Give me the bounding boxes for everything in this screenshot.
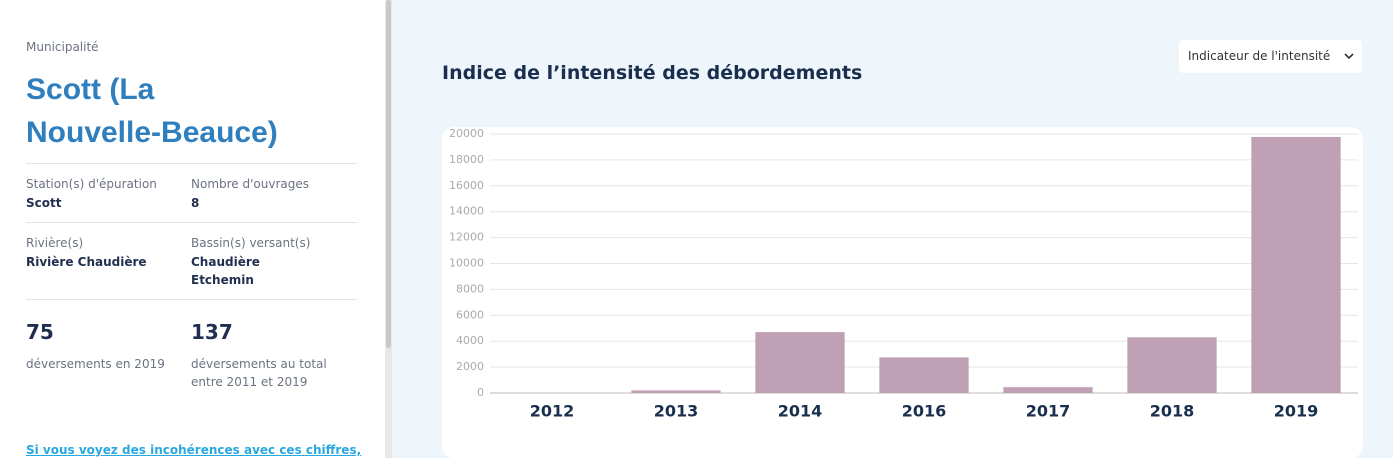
y-tick-label: 0	[477, 386, 484, 399]
bar	[631, 390, 721, 393]
separator	[26, 163, 357, 164]
y-tick-label: 18000	[449, 153, 484, 166]
x-tick-label: 2017	[1026, 402, 1071, 421]
y-tick-label: 4000	[456, 334, 484, 347]
stat-label: déversements en 2019	[26, 357, 165, 371]
field-value: Scott	[26, 196, 62, 210]
x-tick-label: 2012	[530, 402, 575, 421]
separator	[26, 299, 357, 300]
chart-title: Indice de l’intensité des débordements	[442, 62, 863, 84]
indicator-dropdown[interactable]: Indicateur de l'intensité	[1179, 40, 1362, 73]
y-tick-label: 12000	[449, 231, 484, 244]
y-tick-label: 16000	[449, 179, 484, 192]
stat-label: déversements au total entre 2011 et 2019	[191, 357, 327, 389]
scrollbar-thumb[interactable]	[386, 0, 391, 348]
field-label: Bassin(s) versant(s)	[191, 236, 311, 250]
y-tick-label: 2000	[456, 360, 484, 373]
x-tick-label: 2013	[654, 402, 699, 421]
field-value: 8	[191, 196, 200, 210]
field-value: Chaudière	[191, 255, 260, 269]
y-tick-label: 14000	[449, 205, 484, 218]
y-tick-label: 6000	[456, 308, 484, 321]
bar	[1127, 337, 1217, 393]
feedback-link[interactable]: Si vous voyez des incohérences avec ces …	[26, 443, 362, 457]
x-tick-label: 2018	[1150, 402, 1195, 421]
stat-value: 137	[191, 320, 233, 344]
field-label: Rivière(s)	[26, 236, 84, 250]
sidebar: Municipalité Scott (La Nouvelle-Beauce) …	[0, 0, 385, 458]
chevron	[1344, 53, 1354, 60]
x-tick-label: 2014	[778, 402, 823, 421]
bar	[1003, 387, 1093, 393]
field-value: Etchemin	[191, 273, 254, 287]
separator	[26, 222, 357, 223]
y-tick-label: 8000	[456, 282, 484, 295]
x-tick-label: 2019	[1274, 402, 1319, 421]
y-tick-label: 20000	[449, 127, 484, 140]
municipality-name: Scott (La Nouvelle-Beauce)	[26, 73, 278, 149]
y-tick-label: 10000	[449, 257, 484, 270]
bar	[755, 332, 845, 393]
stat-value: 75	[26, 320, 54, 344]
dropdown-label: Indicateur de l'intensité	[1188, 49, 1331, 63]
bar	[1251, 136, 1341, 393]
bar	[879, 357, 969, 393]
label: Municipalité	[26, 40, 99, 54]
field-label: Nombre d'ouvrages	[191, 177, 309, 191]
field-label: Station(s) d'épuration	[26, 177, 157, 191]
x-tick-label: 2016	[902, 402, 947, 421]
chart: 0 2000 4000 6000 8000 10000 12000 14000 16000 180…	[442, 127, 1363, 458]
field-value: Rivière Chaudière	[26, 255, 147, 269]
